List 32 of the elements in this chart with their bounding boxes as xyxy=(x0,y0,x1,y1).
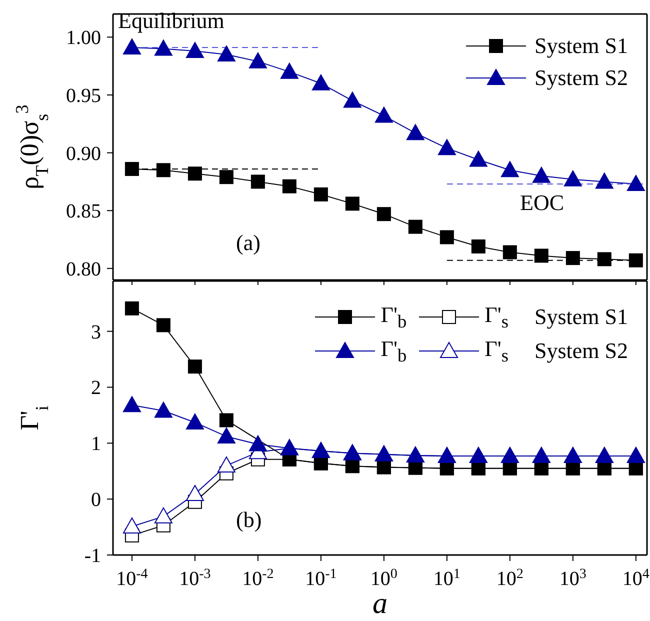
y-tick-label: 1 xyxy=(91,433,101,456)
x-tick-label: 10$^{0}$ xyxy=(370,566,398,590)
annotation: (b) xyxy=(236,507,262,533)
annotation: EOC xyxy=(520,190,564,216)
legend-label: System S1 xyxy=(534,33,628,59)
x-tick-label: 10$^{-3}$ xyxy=(179,566,211,590)
annotation: System S1 xyxy=(534,304,628,330)
y-tick-label: 2 xyxy=(91,377,101,400)
annotation: Equilibrium xyxy=(118,8,224,34)
y-tick-label: 0.95 xyxy=(66,84,101,107)
y-tick-label: -1 xyxy=(84,545,101,567)
y-tick-label: 0.90 xyxy=(66,142,101,165)
annotation: System S2 xyxy=(534,338,628,364)
y-tick-label: 0.85 xyxy=(66,200,101,223)
x-tick-label: 10$^{2}$ xyxy=(496,566,524,590)
x-tick-label: 10$^{-2}$ xyxy=(242,566,274,590)
legend-label: Γ'$_{s}$ xyxy=(484,302,508,332)
y-tick-label: 1.00 xyxy=(66,27,101,50)
x-tick-label: 10$^{-4}$ xyxy=(116,566,148,590)
legend-label: Γ'$_{b}$ xyxy=(380,302,407,332)
annotation: (a) xyxy=(236,230,260,256)
y-tick-label: 0 xyxy=(91,489,101,512)
y-tick-label: 0.80 xyxy=(66,258,101,280)
x-tick-label: 10$^{4}$ xyxy=(622,566,650,590)
x-tick-label: 10$^{1}$ xyxy=(433,566,460,590)
y-tick-label: 3 xyxy=(91,321,101,344)
legend-label: Γ'$_{b}$ xyxy=(380,336,407,366)
legend-label: System S2 xyxy=(534,65,628,91)
x-tick-label: 10$^{3}$ xyxy=(559,566,586,590)
legend-label: Γ'$_{s}$ xyxy=(484,336,508,366)
x-tick-label: 10$^{-1}$ xyxy=(305,566,337,590)
x-axis-title: a xyxy=(372,587,388,620)
